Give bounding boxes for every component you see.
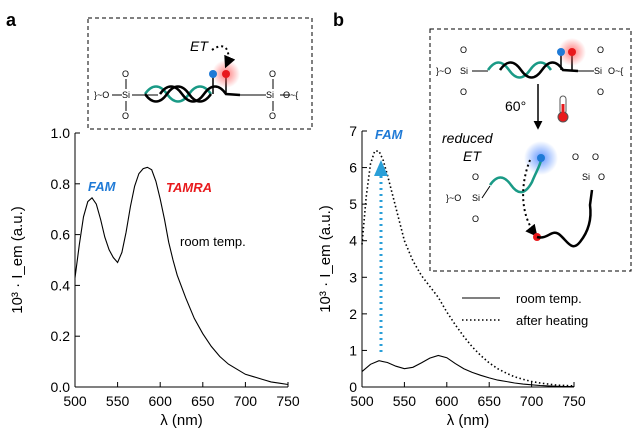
inset-b-et-label: ET <box>463 148 482 164</box>
chart-b-x-tick-label: 750 <box>562 393 586 409</box>
inset-b-temp-label: 60° <box>505 98 526 114</box>
chart-a-x-tick-label: 600 <box>149 393 173 409</box>
svg-text:Si: Si <box>582 172 590 182</box>
svg-text:}~O: }~O <box>446 193 461 203</box>
thermometer-icon <box>557 95 569 123</box>
chart-a-roomtemp-label: room temp. <box>180 234 246 249</box>
svg-text:Si: Si <box>460 66 468 76</box>
chart-a-y-axis-label: 10³ · I_em (a.u.) <box>9 206 26 314</box>
legend-label: room temp. <box>516 291 582 306</box>
chart-b-fam-label: FAM <box>375 127 404 142</box>
chart-a-y-tick-label: 0.6 <box>51 227 71 243</box>
svg-text:O: O <box>122 69 129 79</box>
svg-text:O~{: O~{ <box>283 90 298 100</box>
svg-text:O~{: O~{ <box>608 66 623 76</box>
chart-a-tamra-label: TAMRA <box>166 180 212 195</box>
chart-b-y-tick-label: 0 <box>349 379 357 395</box>
svg-text:Si: Si <box>472 193 480 203</box>
svg-text:O: O <box>472 214 479 224</box>
panel-label-a: a <box>6 10 17 30</box>
chart-a-series-room-temp <box>74 166 289 386</box>
svg-text:Si: Si <box>594 66 602 76</box>
chart-b-y-tick-label: 5 <box>349 196 357 212</box>
fluorophore-dot-tamra <box>222 70 230 78</box>
chart-b-y-tick-label: 7 <box>349 123 357 139</box>
chart-a-y-tick-label: 0.2 <box>51 328 71 344</box>
chart-b-y-axis-label: 10³ · I_em (a.u.) <box>317 205 334 313</box>
chart-a-x-tick-label: 550 <box>106 393 130 409</box>
panel-label-b: b <box>333 10 344 30</box>
chart-b-y-tick-label: 4 <box>349 233 357 249</box>
chart-a: 500 550 600 650 700 750 0.0 0.2 0.4 0.6 0.8 1.0 λ (n… <box>9 125 300 429</box>
chart-b-legend: room temp. after heating <box>462 291 588 328</box>
svg-text:O: O <box>598 172 605 182</box>
chart-a-y-tick-label: 0.0 <box>51 379 71 395</box>
chart-b-x-axis-label: λ (nm) <box>447 412 490 429</box>
svg-text:Si: Si <box>122 90 130 100</box>
svg-text:Si: Si <box>266 90 274 100</box>
inset-b-reduced-label: reduced <box>442 130 494 146</box>
chart-a-axes: 500 550 600 650 700 750 0.0 0.2 0.4 0.6 0.8 1.0 λ (n… <box>9 125 300 429</box>
silica-surface-icon <box>112 79 158 111</box>
svg-text:O: O <box>269 69 276 79</box>
chart-b-increase-arrowhead <box>374 160 388 176</box>
inset-b-schematic: }~O Si O O Si O~{ O O 60° reduced ET }~O… <box>429 28 632 272</box>
svg-text:}~O: }~O <box>436 66 451 76</box>
svg-text:O: O <box>597 45 604 55</box>
chart-a-x-tick-label: 750 <box>276 393 300 409</box>
chart-b-series-after-heating <box>361 150 575 387</box>
svg-text:O: O <box>592 152 599 162</box>
chart-b-x-tick-label: 700 <box>520 393 544 409</box>
chart-a-x-tick-label: 650 <box>191 393 215 409</box>
chart-b: 500 550 600 650 700 750 0 1 2 3 4 5 6 7 λ (nm) 10³ · I_… <box>317 123 588 429</box>
chart-b-y-tick-label: 6 <box>349 160 357 176</box>
svg-text:O: O <box>269 111 276 121</box>
chart-b-x-tick-label: 500 <box>350 393 374 409</box>
chart-b-x-tick-label: 650 <box>478 393 502 409</box>
chart-a-x-tick-label: 700 <box>234 393 258 409</box>
chart-b-y-tick-label: 2 <box>349 306 357 322</box>
chart-b-y-tick-label: 1 <box>349 342 357 358</box>
chart-a-x-axis-label: λ (nm) <box>160 412 203 429</box>
chart-b-x-tick-label: 550 <box>393 393 417 409</box>
chart-b-y-tick-label: 3 <box>349 269 357 285</box>
svg-text:O: O <box>122 111 129 121</box>
svg-text:}~O: }~O <box>94 90 109 100</box>
svg-text:O: O <box>460 45 467 55</box>
chart-a-y-tick-label: 0.8 <box>51 176 71 192</box>
svg-text:O: O <box>460 87 467 97</box>
svg-text:O: O <box>597 87 604 97</box>
chart-a-x-tick-label: 500 <box>63 393 87 409</box>
chart-b-series-room-temp <box>361 354 574 388</box>
inset-a-et-label: ET <box>190 38 209 54</box>
legend-label: after heating <box>516 313 588 328</box>
inset-a-schematic: }~O Si O O Si O~{ O O ET <box>87 17 313 130</box>
chart-a-series <box>74 166 289 386</box>
fluorophore-dot-fam <box>209 70 217 78</box>
chart-a-y-tick-label: 0.4 <box>51 277 71 293</box>
chart-b-x-tick-label: 600 <box>435 393 459 409</box>
chart-a-y-tick-label: 1.0 <box>51 125 71 141</box>
chart-a-fam-label: FAM <box>88 179 117 194</box>
svg-text:O: O <box>472 172 479 182</box>
chart-b-axes: 500 550 600 650 700 750 0 1 2 3 4 5 6 7 λ (nm) 10³ · I_… <box>317 123 586 429</box>
chart-b-series <box>361 150 575 388</box>
svg-text:O: O <box>572 152 579 162</box>
